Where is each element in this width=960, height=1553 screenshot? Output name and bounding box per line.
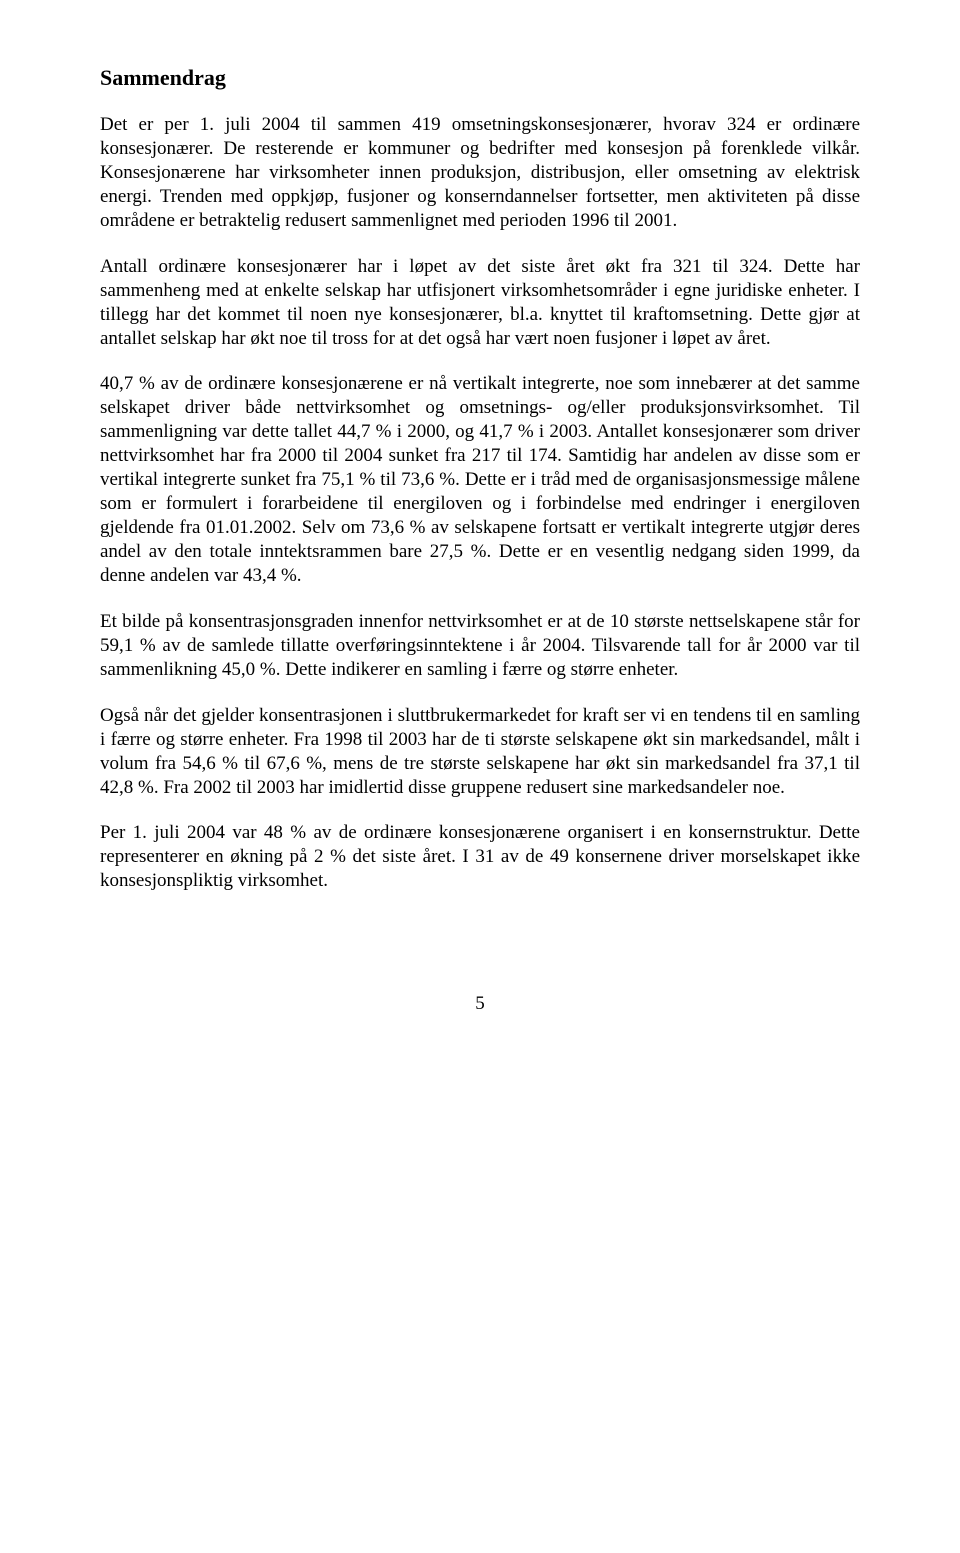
paragraph-6: Per 1. juli 2004 var 48 % av de ordinære… [100, 821, 860, 893]
paragraph-3: 40,7 % av de ordinære konsesjonærene er … [100, 372, 860, 587]
paragraph-2: Antall ordinære konsesjonærer har i løpe… [100, 255, 860, 351]
document-heading: Sammendrag [100, 65, 860, 91]
page-number: 5 [100, 993, 860, 1015]
paragraph-1: Det er per 1. juli 2004 til sammen 419 o… [100, 113, 860, 233]
paragraph-5: Også når det gjelder konsentrasjonen i s… [100, 704, 860, 800]
paragraph-4: Et bilde på konsentrasjonsgraden innenfo… [100, 610, 860, 682]
